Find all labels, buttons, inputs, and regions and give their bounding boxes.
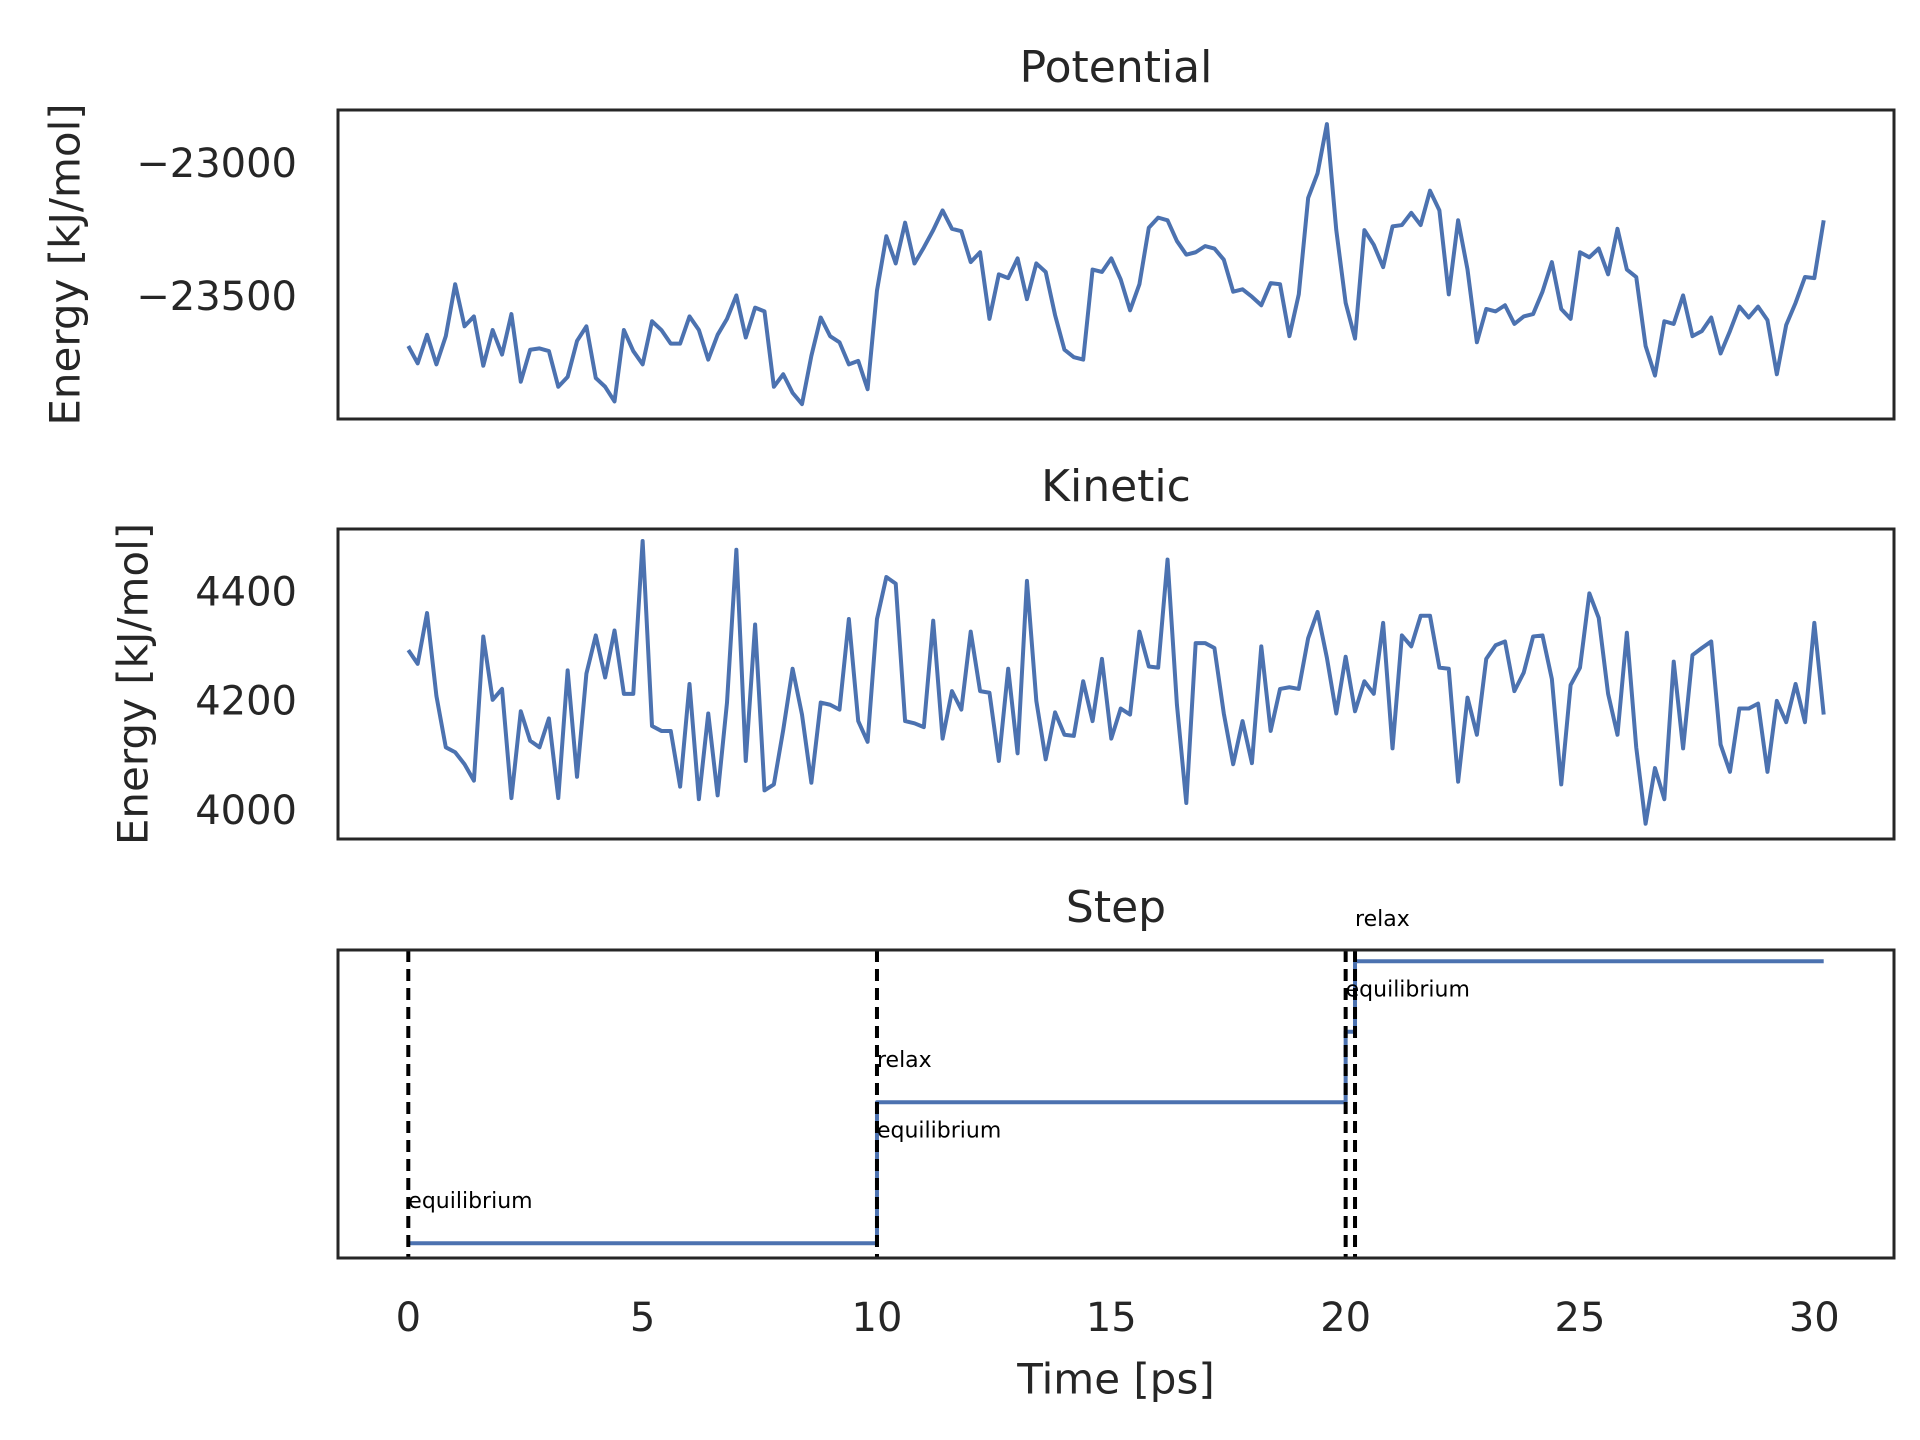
y-tick-label: 4000: [195, 788, 297, 834]
y-axis-label: Energy [kJ/mol]: [41, 103, 90, 425]
axes-frame: [336, 108, 1896, 421]
y-tick-label: −23000: [136, 141, 297, 187]
x-tick-label: 15: [1086, 1295, 1137, 1341]
annotation: relax: [1355, 907, 1410, 932]
x-axis-label: Time [ps]: [1016, 1355, 1214, 1404]
panel-title: Step: [1066, 882, 1166, 933]
axes-frame: [336, 527, 1896, 841]
panel-title: Potential: [1020, 42, 1213, 93]
annotation: equilibrium: [408, 1189, 532, 1214]
x-tick-label: 30: [1789, 1295, 1840, 1341]
x-tick-label: 25: [1555, 1295, 1606, 1341]
data-line: [406, 539, 1826, 826]
x-tick-label: 5: [630, 1295, 655, 1341]
y-tick-label: 4400: [195, 569, 297, 615]
annotation: relax: [877, 1048, 932, 1073]
x-tick-label: 0: [396, 1295, 421, 1341]
axes-frame: [336, 948, 1896, 1260]
y-axis-label: Energy [kJ/mol]: [109, 523, 158, 845]
annotation: equilibrium: [1346, 978, 1470, 1003]
y-tick-label: 4200: [195, 679, 297, 725]
annotation: equilibrium: [877, 1118, 1001, 1143]
panel-title: Kinetic: [1041, 461, 1191, 512]
y-tick-label: −23500: [136, 274, 297, 320]
x-tick-label: 10: [852, 1295, 903, 1341]
data-line: [406, 122, 1826, 407]
data-line: [408, 959, 1824, 1246]
x-tick-label: 20: [1320, 1295, 1371, 1341]
